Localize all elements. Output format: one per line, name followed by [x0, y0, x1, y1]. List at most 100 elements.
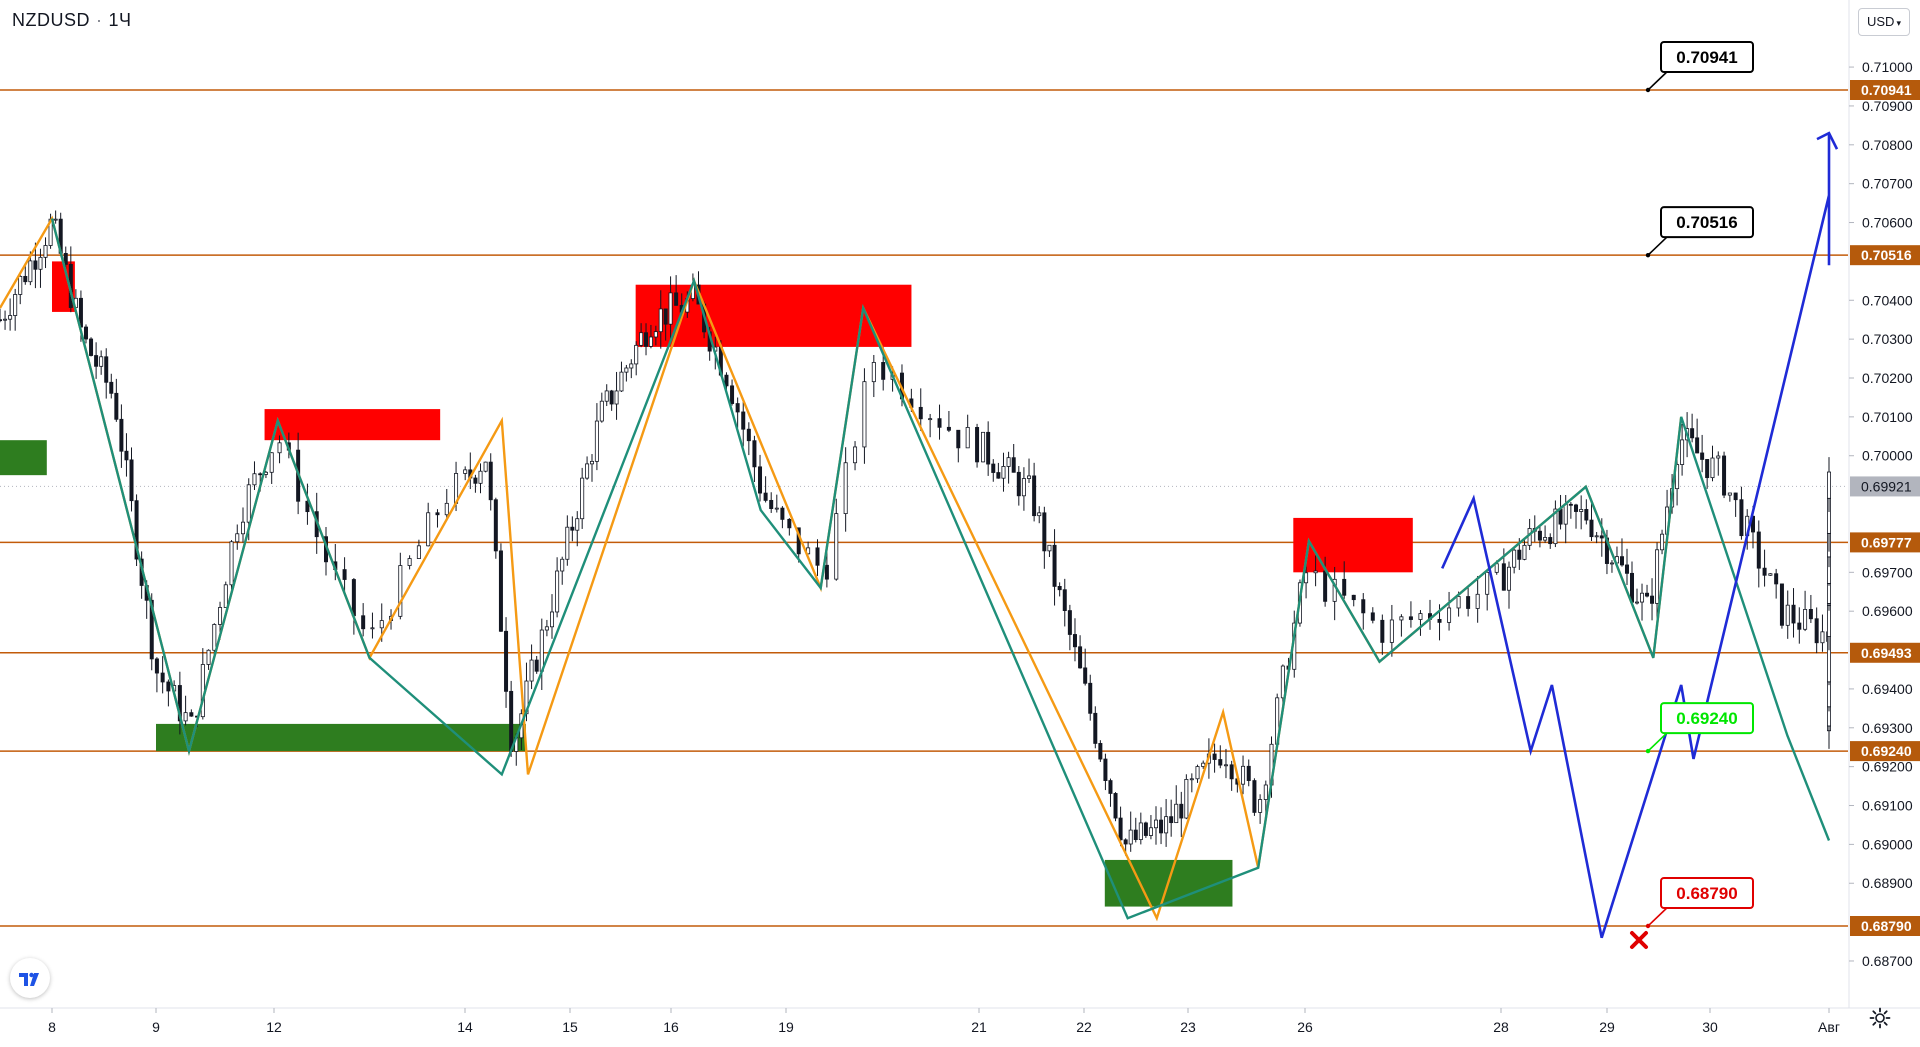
demand-zone[interactable] — [0, 440, 47, 476]
candle-body — [498, 550, 503, 632]
candle-body — [99, 356, 104, 367]
candle-body — [1179, 803, 1184, 819]
y-tick-label: 0.71000 — [1862, 59, 1913, 75]
tradingview-logo-icon[interactable] — [10, 958, 50, 998]
candle-body — [104, 356, 109, 383]
candle-body — [609, 390, 614, 405]
x-tick-label: 19 — [778, 1019, 794, 1035]
candle-body — [1797, 622, 1802, 630]
current-price-label: 0.69921 — [1861, 478, 1912, 494]
settings-gear-icon[interactable] — [1868, 1006, 1892, 1030]
candle-body — [881, 362, 886, 380]
candle-body — [604, 390, 609, 402]
x-tick-label: 12 — [266, 1019, 282, 1035]
level-price-tag — [1850, 741, 1920, 762]
candle-body — [43, 245, 48, 258]
candle-body — [1594, 535, 1599, 538]
candle-body — [277, 442, 282, 454]
candle-body — [109, 381, 114, 394]
callout-box[interactable] — [1660, 41, 1754, 73]
candle-body — [149, 599, 154, 660]
candle-body — [444, 502, 449, 516]
y-tick-label: 0.69400 — [1862, 681, 1913, 697]
candle-body — [658, 308, 663, 333]
candle-body — [1361, 599, 1366, 614]
candle-body — [0, 319, 3, 322]
candle-body — [1774, 573, 1779, 585]
candle-body — [937, 418, 942, 428]
candle-body — [1057, 586, 1062, 591]
candle-body — [1522, 544, 1527, 560]
candle-body — [752, 440, 757, 468]
x-tick-label: 15 — [562, 1019, 578, 1035]
candle-body — [1252, 780, 1257, 813]
y-tick-label: 0.70000 — [1862, 448, 1913, 464]
price-axis[interactable] — [1849, 0, 1920, 1042]
candle-body — [269, 452, 274, 473]
candle-body — [1494, 563, 1499, 573]
candle-body — [1011, 457, 1016, 473]
level-price-label: 0.69240 — [1861, 743, 1912, 759]
candle-body — [351, 579, 356, 617]
candle-body — [1814, 618, 1819, 644]
y-tick-label: 0.69300 — [1862, 720, 1913, 736]
callout-anchor-dot — [1645, 923, 1651, 929]
y-tick-label: 0.70900 — [1862, 98, 1913, 114]
candle-body — [1083, 667, 1088, 684]
demand-zone[interactable] — [156, 723, 526, 752]
candle-body — [218, 607, 223, 625]
symbol-header[interactable]: NZDUSD · 1Ч — [12, 10, 132, 31]
candle-body — [1705, 459, 1710, 479]
candle-body — [1399, 616, 1404, 621]
candle-body — [1645, 592, 1650, 597]
candle-body — [1229, 764, 1234, 780]
candle-body — [741, 411, 746, 430]
candle-body — [1037, 512, 1042, 517]
candle-body — [473, 477, 478, 484]
currency-select[interactable]: USD ▾ — [1858, 8, 1910, 36]
candle-body — [1456, 596, 1461, 609]
candle-body — [1332, 578, 1337, 602]
candle-body — [787, 518, 792, 529]
candle-body — [342, 569, 347, 580]
candle-body — [1543, 537, 1548, 541]
level-price-tag — [1850, 916, 1920, 936]
candle-body — [663, 308, 668, 325]
candle-body — [483, 461, 488, 472]
candle-body — [774, 507, 779, 510]
projection-path[interactable] — [1441, 133, 1831, 939]
candle-body — [1380, 619, 1385, 643]
candle-body — [478, 470, 483, 484]
candle-body — [1584, 509, 1589, 521]
candle-body — [1779, 583, 1784, 626]
candle-body — [629, 363, 634, 369]
candle-body — [534, 659, 539, 672]
candle-body — [1016, 471, 1021, 497]
candle-body — [1006, 457, 1011, 467]
candle-body — [94, 355, 99, 367]
candle-body — [1218, 759, 1223, 766]
candle-body — [1184, 779, 1189, 819]
candle-body — [1195, 766, 1200, 780]
candle-body — [119, 418, 124, 452]
candle-body — [1143, 822, 1148, 836]
candle-body — [398, 565, 403, 617]
candle-body — [1169, 816, 1174, 824]
supply-zone[interactable] — [1293, 517, 1413, 573]
callout-box[interactable] — [1660, 702, 1754, 735]
candle-body — [1133, 829, 1138, 840]
supply-zone[interactable] — [264, 409, 441, 441]
candle-body — [1733, 492, 1738, 501]
zigzag-teal-line[interactable] — [50, 218, 1831, 920]
callout-box[interactable] — [1660, 877, 1754, 909]
candle-body — [1246, 765, 1251, 781]
candle-body — [1827, 471, 1832, 499]
candle-body — [258, 473, 263, 476]
callout-box[interactable] — [1660, 206, 1754, 239]
candle-body — [1579, 509, 1584, 512]
candle-body — [644, 332, 649, 347]
candle-body — [1700, 452, 1705, 460]
candle-body — [1512, 549, 1517, 568]
